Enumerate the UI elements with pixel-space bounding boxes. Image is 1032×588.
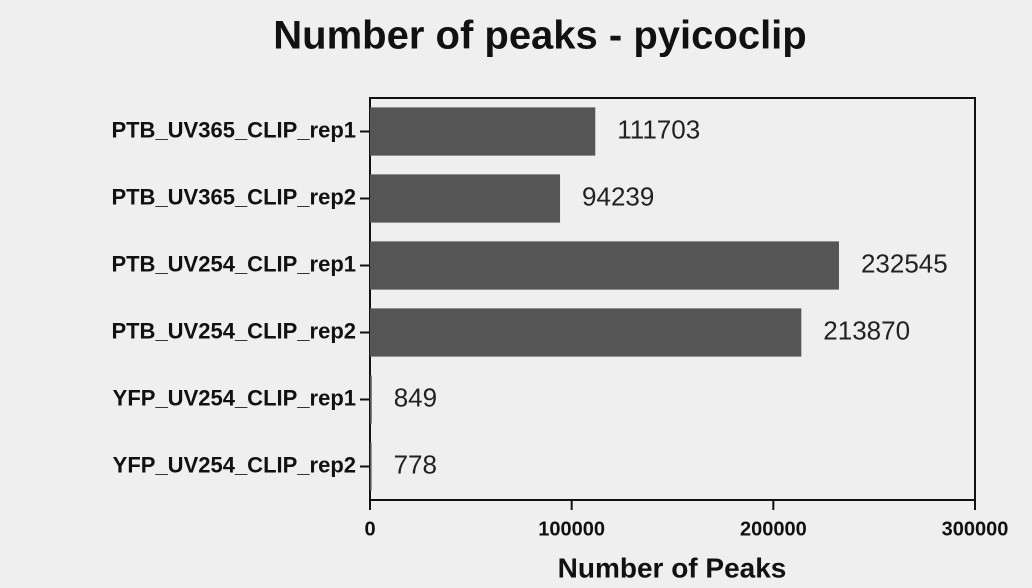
bar [370, 107, 596, 156]
chart-title: Number of peaks - pyicoclip [273, 14, 806, 58]
y-tick-label: PTB_UV365_CLIP_rep1 [111, 117, 356, 142]
bar [370, 442, 372, 491]
value-label: 94239 [582, 181, 654, 211]
bar [370, 375, 372, 424]
plot-frame [369, 97, 976, 501]
y-tick-label: YFP_UV254_CLIP_rep1 [113, 385, 356, 410]
bar [370, 308, 802, 357]
value-label: 232545 [861, 248, 948, 278]
x-tick-label: 200000 [740, 518, 807, 540]
y-tick-label: PTB_UV254_CLIP_rep2 [111, 318, 356, 343]
bar [370, 174, 561, 223]
value-label: 849 [394, 382, 437, 412]
value-label: 213870 [823, 315, 910, 345]
x-axis-title: Number of Peaks [558, 552, 787, 583]
x-tick-label: 300000 [942, 518, 1009, 540]
y-tick-label: PTB_UV365_CLIP_rep2 [111, 184, 356, 209]
value-label: 111703 [617, 114, 700, 144]
y-tick-label: PTB_UV254_CLIP_rep1 [111, 251, 356, 276]
y-tick-label: YFP_UV254_CLIP_rep2 [113, 452, 356, 477]
bar [370, 241, 839, 290]
x-tick-label: 0 [364, 518, 375, 540]
value-label: 778 [394, 449, 437, 479]
x-tick-label: 100000 [538, 518, 605, 540]
